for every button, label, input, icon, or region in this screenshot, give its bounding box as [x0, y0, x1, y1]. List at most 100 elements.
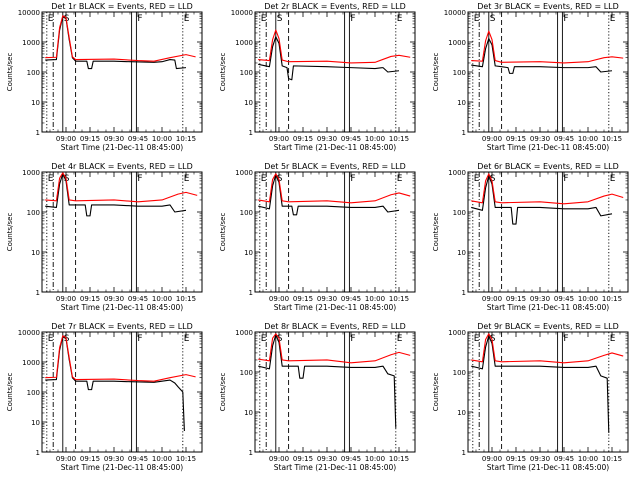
x-tick-label: 09:45 [128, 135, 148, 143]
marker-label: F [137, 174, 142, 184]
series-line-events [45, 16, 187, 70]
panel-title: Det 5r BLACK = Events, RED = LLD [264, 162, 406, 171]
x-tick-label: 09:15 [80, 295, 100, 303]
x-tick-label: 09:45 [341, 455, 361, 463]
series-line-lld [45, 15, 196, 62]
x-tick-label: 10:00 [578, 135, 598, 143]
y-tick-label: 10 [457, 99, 466, 107]
marker-label: S [490, 174, 496, 184]
y-axis-label: Counts/sec [6, 213, 14, 252]
y-tick-label: 100 [27, 209, 40, 217]
marker-label: F [137, 334, 142, 344]
y-tick-label: 1 [36, 129, 40, 137]
x-tick-label: 09:00 [269, 295, 289, 303]
x-tick-label: 09:00 [269, 455, 289, 463]
x-tick-label: 09:45 [341, 295, 361, 303]
marker-label: E [474, 174, 480, 184]
series-line-events [258, 334, 397, 428]
x-tick-label: 09:00 [269, 135, 289, 143]
marker-label: E [184, 334, 190, 344]
y-tick-label: 1 [249, 289, 253, 297]
x-tick-label: 09:15 [80, 455, 100, 463]
y-tick-label: 10 [244, 409, 253, 417]
y-tick-label: 10000 [18, 9, 40, 17]
x-tick-label: 09:30 [317, 455, 337, 463]
series-line-events [471, 335, 610, 433]
panel-title: Det 7r BLACK = Events, RED = LLD [51, 322, 193, 331]
x-tick-label: 09:00 [56, 295, 76, 303]
x-axis-label: Start Time (21-Dec-11 08:45:00) [61, 463, 183, 472]
x-tick-label: 09:15 [506, 135, 526, 143]
x-tick-label: 09:45 [341, 135, 361, 143]
marker-label: E [474, 14, 480, 24]
x-axis-label: Start Time (21-Dec-11 08:45:00) [487, 143, 609, 152]
y-axis-label: Counts/sec [6, 373, 14, 412]
x-tick-label: 09:30 [530, 455, 550, 463]
y-axis-label: Counts/sec [432, 213, 440, 252]
plot-frame [41, 11, 203, 133]
marker-label: F [563, 14, 568, 24]
plot-frame [254, 331, 416, 453]
y-tick-label: 100 [27, 69, 40, 77]
plot-frame [41, 171, 203, 293]
y-tick-label: 100 [240, 209, 253, 217]
y-tick-label: 10 [31, 419, 40, 427]
plot-frame [41, 331, 203, 453]
y-tick-label: 1 [249, 129, 253, 137]
y-tick-label: 1000 [235, 329, 253, 337]
y-tick-label: 1000 [22, 39, 40, 47]
marker-label: E [48, 14, 54, 24]
y-tick-label: 1000 [235, 39, 253, 47]
y-axis-label: Counts/sec [219, 53, 227, 92]
y-tick-label: 1000 [235, 169, 253, 177]
marker-label: S [277, 174, 283, 184]
marker-label: E [48, 174, 54, 184]
marker-label: F [563, 174, 568, 184]
marker-label: F [350, 334, 355, 344]
x-axis-label: Start Time (21-Dec-11 08:45:00) [61, 143, 183, 152]
x-tick-label: 09:15 [506, 295, 526, 303]
x-tick-label: 10:15 [602, 295, 622, 303]
y-tick-label: 1000 [22, 359, 40, 367]
x-tick-label: 10:15 [602, 455, 622, 463]
y-tick-label: 10 [457, 249, 466, 257]
marker-label: F [137, 14, 142, 24]
marker-label: E [184, 174, 190, 184]
x-tick-label: 09:00 [482, 455, 502, 463]
panel-title: Det 8r BLACK = Events, RED = LLD [264, 322, 406, 331]
y-tick-label: 100 [453, 69, 466, 77]
y-tick-label: 10000 [444, 9, 466, 17]
marker-label: E [184, 14, 190, 24]
x-axis-label: Start Time (21-Dec-11 08:45:00) [274, 143, 396, 152]
x-tick-label: 09:45 [554, 135, 574, 143]
y-tick-label: 100 [240, 69, 253, 77]
x-tick-label: 10:00 [578, 455, 598, 463]
panel-6: Det 6r BLACK = Events, RED = LLD 1 10 100 10… [432, 162, 629, 312]
x-tick-label: 10:15 [389, 455, 409, 463]
marker-label: E [261, 14, 267, 24]
marker-label: E [397, 334, 403, 344]
y-tick-label: 100 [453, 369, 466, 377]
marker-label: E [397, 174, 403, 184]
x-tick-label: 09:00 [482, 295, 502, 303]
x-tick-label: 09:15 [293, 135, 313, 143]
x-tick-label: 09:30 [104, 295, 124, 303]
x-tick-label: 10:15 [602, 135, 622, 143]
x-tick-label: 10:15 [176, 135, 196, 143]
x-axis-label: Start Time (21-Dec-11 08:45:00) [274, 303, 396, 312]
x-tick-label: 09:30 [104, 135, 124, 143]
panel-title: Det 4r BLACK = Events, RED = LLD [51, 162, 193, 171]
panel-1: Det 1r BLACK = Events, RED = LLD 1 10 100 10… [6, 2, 203, 152]
series-line-events [471, 38, 613, 74]
marker-label: E [610, 334, 616, 344]
y-tick-label: 1 [36, 449, 40, 457]
x-tick-label: 09:15 [293, 295, 313, 303]
y-tick-label: 1000 [448, 39, 466, 47]
x-tick-label: 10:15 [176, 455, 196, 463]
y-axis-label: Counts/sec [219, 373, 227, 412]
x-tick-label: 10:00 [365, 295, 385, 303]
x-tick-label: 10:00 [152, 135, 172, 143]
panel-5: Det 5r BLACK = Events, RED = LLD 1 10 100 10… [219, 162, 416, 312]
marker-label: S [64, 174, 70, 184]
x-tick-label: 09:15 [80, 135, 100, 143]
